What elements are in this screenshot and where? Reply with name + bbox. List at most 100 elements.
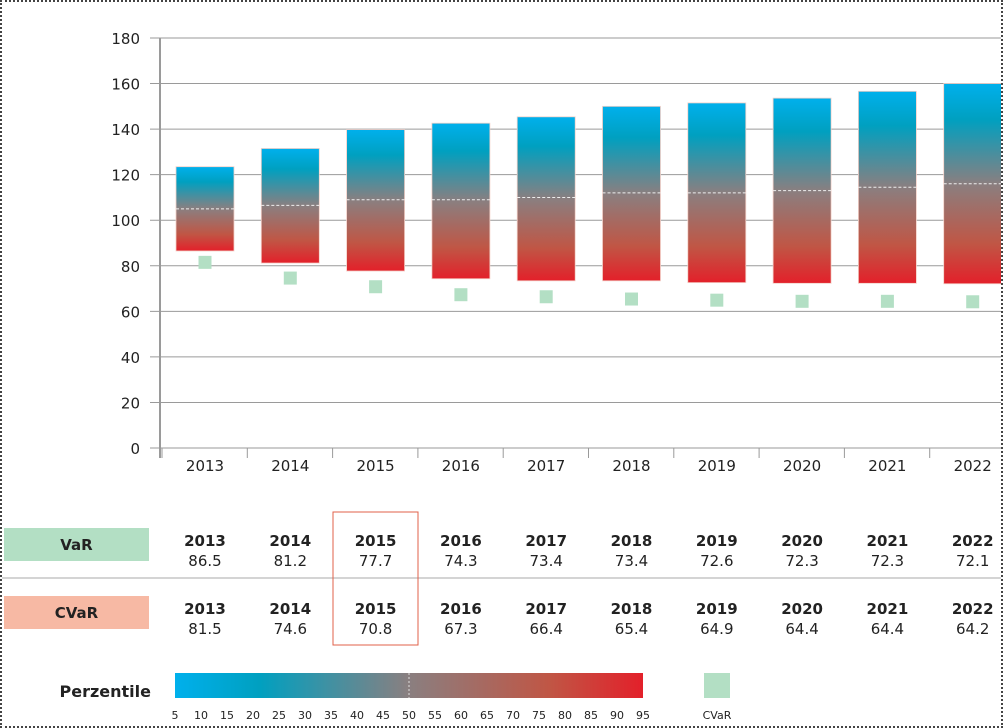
year: 2020 xyxy=(781,532,823,550)
percentile-bar xyxy=(858,90,917,284)
cvar-marker xyxy=(283,271,297,285)
y-tick-label: 160 xyxy=(111,76,140,94)
cvar-cell: 2021 64.4 xyxy=(847,599,927,639)
var-cell: 2021 72.3 xyxy=(847,531,927,571)
legend-tick: 70 xyxy=(506,709,520,722)
value: 65.4 xyxy=(614,620,649,638)
year: 2021 xyxy=(866,532,909,550)
cvar-marker xyxy=(454,288,468,302)
cvar-cell: 2019 64.9 xyxy=(677,599,757,639)
x-tick-label: 2021 xyxy=(868,457,906,475)
y-tick-label: 140 xyxy=(111,121,140,139)
cvar-cell: 2013 81.5 xyxy=(165,599,245,639)
value: 66.4 xyxy=(529,620,563,638)
year: 2021 xyxy=(866,600,909,618)
cvar-cell: 2018 65.4 xyxy=(592,599,672,639)
var-cell: 2018 73.4 xyxy=(592,531,672,571)
value: 86.5 xyxy=(188,552,222,570)
cvar-marker xyxy=(966,295,980,309)
var-cell: 2020 72.3 xyxy=(762,531,842,571)
cvar-marker xyxy=(369,280,383,294)
year: 2022 xyxy=(951,600,994,618)
value: 67.3 xyxy=(444,620,478,638)
year: 2015 xyxy=(354,532,397,550)
year: 2019 xyxy=(695,532,738,550)
y-tick-label: 120 xyxy=(111,167,140,185)
value: 73.4 xyxy=(529,552,563,570)
legend-tick: 50 xyxy=(402,709,416,722)
legend-tick: 75 xyxy=(532,709,546,722)
cvar-cell: 2016 67.3 xyxy=(421,599,501,639)
value: 74.3 xyxy=(444,552,478,570)
var-cell: 2013 86.5 xyxy=(165,531,245,571)
year: 2013 xyxy=(184,600,226,618)
legend-tick: 95 xyxy=(636,709,650,722)
cvar-label: CVaR xyxy=(4,596,149,629)
var-label: VaR xyxy=(4,528,149,561)
legend-cvar-swatch xyxy=(704,673,730,698)
year: 2017 xyxy=(525,600,568,618)
var-cell: 2015 77.7 xyxy=(336,531,416,571)
percentile-bar xyxy=(346,129,406,272)
cvar-cell: 2014 74.6 xyxy=(250,599,330,639)
value: 74.6 xyxy=(273,620,307,638)
x-tick-label: 2022 xyxy=(954,457,992,475)
x-tick-label: 2016 xyxy=(442,457,480,475)
y-tick-label: 100 xyxy=(111,212,140,230)
value: 77.7 xyxy=(358,552,393,570)
y-tick-label: 40 xyxy=(121,349,140,367)
x-tick-label: 2015 xyxy=(357,457,395,475)
year: 2017 xyxy=(525,532,568,550)
cvar-cell: 2020 64.4 xyxy=(762,599,842,639)
year: 2014 xyxy=(269,532,312,550)
percentile-bar xyxy=(943,83,1001,285)
year: 2018 xyxy=(610,600,653,618)
x-tick-label: 2017 xyxy=(527,457,565,475)
cvar-marker xyxy=(625,292,638,306)
legend-tick: 65 xyxy=(480,709,494,722)
percentile-bar xyxy=(772,97,832,284)
value: 72.3 xyxy=(785,552,819,570)
value: 72.1 xyxy=(955,552,990,570)
y-tick-label: 0 xyxy=(130,440,140,458)
percentile-bar xyxy=(431,122,491,280)
year: 2020 xyxy=(781,600,823,618)
value: 64.2 xyxy=(955,620,990,638)
highlight-box xyxy=(332,511,419,646)
value: 64.4 xyxy=(785,620,819,638)
legend-tick: 5 xyxy=(172,709,179,722)
value: 73.4 xyxy=(614,552,649,570)
legend-tick: 20 xyxy=(246,709,260,722)
value: 81.2 xyxy=(273,552,307,570)
legend-tick: 25 xyxy=(272,709,286,722)
var-cell: 2017 73.4 xyxy=(506,531,586,571)
year: 2013 xyxy=(184,532,226,550)
legend-title: Perzentile xyxy=(60,682,152,701)
value: 81.5 xyxy=(188,620,222,638)
y-tick-label: 60 xyxy=(121,303,140,321)
legend-tick: 85 xyxy=(584,709,598,722)
year: 2014 xyxy=(269,600,312,618)
y-tick-label: 20 xyxy=(121,394,140,412)
legend-tick: 40 xyxy=(350,709,364,722)
var-cell: 2022 72.1 xyxy=(933,531,1001,571)
value: 72.3 xyxy=(870,552,905,570)
legend-tick: 30 xyxy=(298,709,312,722)
percentile-bar xyxy=(260,148,320,264)
var-cell: 2016 74.3 xyxy=(421,531,501,571)
percentile-bar xyxy=(175,166,235,252)
cvar-cell: 2022 64.2 xyxy=(933,599,1001,639)
value: 70.8 xyxy=(358,620,393,638)
year: 2019 xyxy=(695,600,738,618)
year: 2016 xyxy=(440,600,482,618)
x-tick-label: 2014 xyxy=(271,457,309,475)
legend-tick: 10 xyxy=(194,709,208,722)
y-tick-label: 80 xyxy=(121,258,140,276)
legend-tick: 80 xyxy=(558,709,572,722)
percentile-bar xyxy=(687,102,747,284)
cvar-marker xyxy=(795,294,809,308)
var-cell: 2019 72.6 xyxy=(677,531,757,571)
year: 2018 xyxy=(610,532,653,550)
